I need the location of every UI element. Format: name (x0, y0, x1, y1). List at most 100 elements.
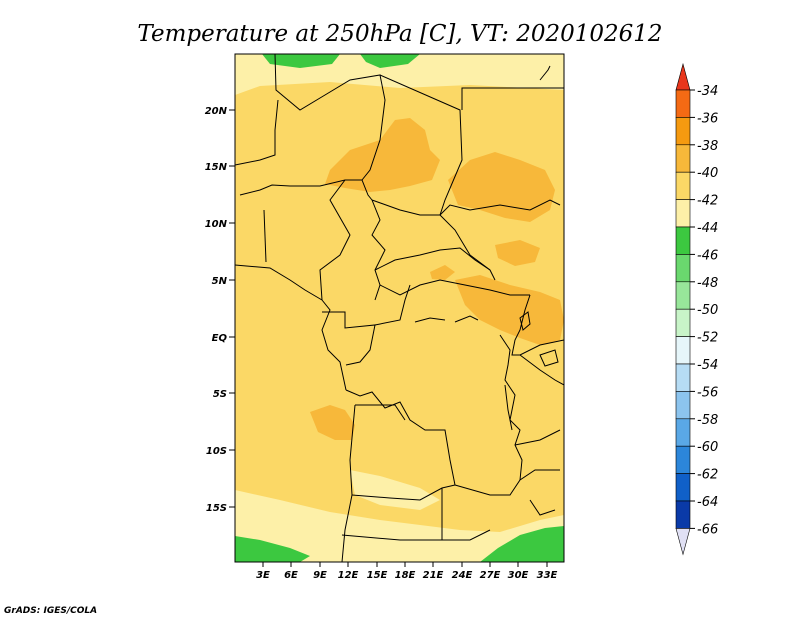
colorbar-label: -34 (697, 84, 718, 99)
colorbar-segment (675, 144, 691, 173)
border-line (345, 389, 456, 486)
credit-text: GrADS: IGES/COLA (4, 606, 97, 616)
colorbar-segment (675, 336, 691, 365)
colorbar-segment (675, 308, 691, 337)
colorbar-segment (675, 89, 691, 118)
river-outline (454, 315, 479, 323)
colorbar-label: -46 (697, 248, 718, 263)
border-line (374, 247, 491, 271)
lon-label: 6E (284, 570, 298, 581)
border-line (461, 87, 564, 110)
colorbar-segment (675, 445, 691, 474)
field-region-38-40-small (430, 265, 455, 280)
lon-label: 12E (338, 570, 359, 581)
colorbar-label: -54 (697, 358, 718, 373)
lat-label: 15N (205, 162, 228, 173)
field-region-44-46-southeast (480, 526, 564, 562)
border-line (519, 354, 564, 386)
colorbar-label: -42 (697, 194, 718, 209)
field-region-44-46-north-a (262, 54, 340, 68)
colorbar-segment (675, 171, 691, 200)
lon-label: 24E (452, 570, 473, 581)
colorbar: -34 -36 -38 -40 -42 -44 -46 -48 -50 -52 -54 -56 -58 -… (675, 62, 718, 556)
lat-label: 10S (206, 446, 227, 457)
coastline (539, 65, 551, 81)
lat-label: 5N (212, 276, 228, 287)
field-region-42-44-south (235, 490, 564, 562)
border-line (499, 334, 523, 481)
lon-label: 15E (367, 570, 388, 581)
lon-label: 27E (480, 570, 501, 581)
lat-label: 20N (205, 106, 228, 117)
lon-label: 30E (508, 570, 529, 581)
map-borders (235, 54, 564, 562)
colorbar-segment (675, 363, 691, 392)
colorbar-top-arrow (675, 62, 691, 91)
field-region-38-40-north-central (325, 118, 440, 192)
field-region-44-46-southwest (235, 536, 310, 562)
colorbar-label: -60 (697, 440, 718, 455)
border-line (374, 284, 411, 326)
border-line (274, 54, 386, 181)
lake-outline (504, 384, 513, 431)
field-region-38-40-angola (310, 405, 355, 440)
lon-label: 3E (256, 570, 270, 581)
border-line (379, 279, 530, 296)
colorbar-segment (675, 473, 691, 502)
colorbar-segment (675, 391, 691, 420)
colorbar-segment (675, 281, 691, 310)
field-region-44-46-north-b (360, 54, 420, 68)
field-region-38-40-east (495, 240, 540, 266)
colorbar-segment (675, 418, 691, 447)
colorbar-label: -66 (697, 522, 718, 537)
border-line (355, 404, 406, 421)
colorbar-segment (675, 117, 691, 146)
colorbar-segment (675, 254, 691, 283)
lon-label: 18E (395, 570, 416, 581)
lake-outline (539, 349, 559, 367)
border-line (351, 484, 456, 501)
lat-label: 10N (205, 219, 228, 230)
colorbar-label: -62 (697, 468, 718, 483)
colorbar-segment (675, 500, 691, 529)
colorbar-label: -38 (697, 139, 718, 154)
colorbar-label: -44 (697, 221, 718, 236)
colorbar-label: -40 (697, 166, 718, 181)
border-line (319, 179, 351, 301)
lon-ticks: 3E 6E 9E 12E 15E 18E 21E 24E 27E 30E 33E (256, 562, 558, 581)
lon-label: 21E (423, 570, 444, 581)
colorbar-segment (675, 226, 691, 255)
border-line (239, 179, 373, 201)
colorbar-label: -50 (697, 303, 718, 318)
colorbar-segment (675, 199, 691, 228)
colorbar-bottom-arrow (675, 528, 691, 556)
colorbar-label: -48 (697, 276, 718, 291)
colorbar-label: -56 (697, 385, 718, 400)
lat-label: EQ (212, 333, 228, 344)
border-line (321, 299, 347, 391)
border-line (514, 429, 561, 446)
temperature-field (235, 54, 564, 562)
border-line (235, 99, 279, 166)
lat-label: 5S (213, 389, 227, 400)
colorbar-label: -36 (697, 111, 718, 126)
lake-outline (519, 311, 531, 331)
border-line (341, 529, 491, 541)
border-line (511, 294, 564, 356)
field-region-38-40-northeast (448, 152, 555, 222)
lat-label: 15S (206, 503, 227, 514)
river-outline (414, 317, 446, 323)
colorbar-label: -52 (697, 331, 718, 346)
colorbar-label: -64 (697, 495, 718, 510)
map-frame (234, 53, 565, 563)
lat-ticks: 20N 15N 10N 5N EQ 5S 10S 15S (205, 106, 235, 514)
border-line (379, 74, 463, 216)
border-line (529, 499, 556, 516)
border-line (454, 469, 560, 496)
border-line (439, 199, 561, 216)
colorbar-label: -58 (697, 413, 718, 428)
border-line (235, 264, 323, 301)
field-region-38-40-great-lakes (455, 275, 564, 345)
lon-label: 9E (313, 570, 327, 581)
